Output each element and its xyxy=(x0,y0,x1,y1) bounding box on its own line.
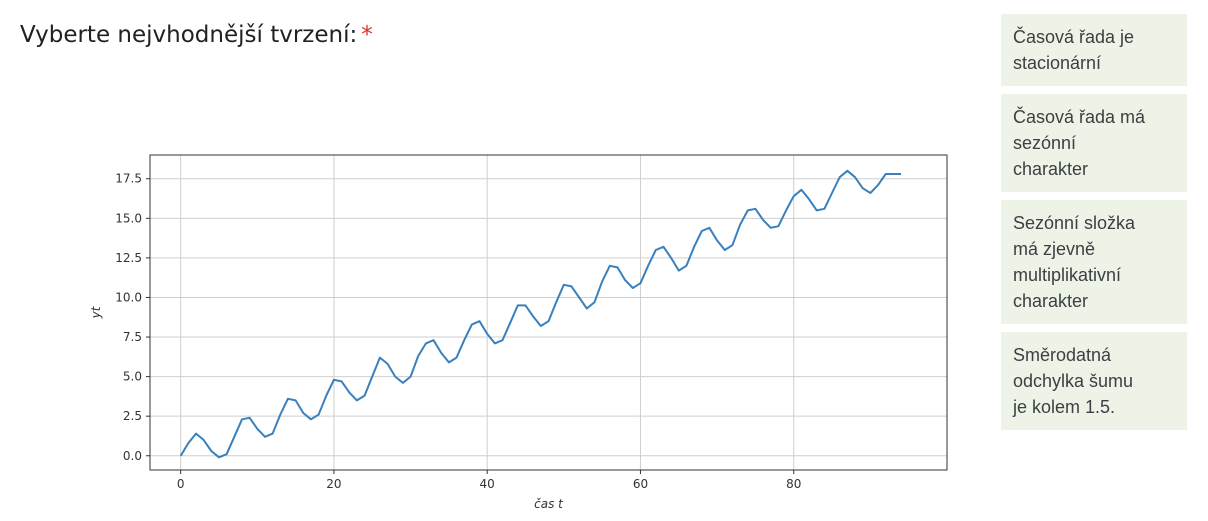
answer-options: Časová řada je stacionární Časová řada m… xyxy=(1001,14,1187,430)
x-tick-label: 80 xyxy=(786,477,801,491)
y-axis-label: yt xyxy=(89,305,103,319)
y-tick-label: 10.0 xyxy=(115,290,142,304)
option-multiplicative[interactable]: Sezónní složka má zjevně multiplikativní… xyxy=(1001,200,1187,324)
y-tick-label: 0.0 xyxy=(123,449,142,463)
y-tick-label: 5.0 xyxy=(123,370,142,384)
option-stationary[interactable]: Časová řada je stacionární xyxy=(1001,14,1187,86)
x-axis-label: čas t xyxy=(534,497,564,511)
plot-frame xyxy=(149,154,948,471)
question-title: Vyberte nejvhodnější tvrzení: * xyxy=(20,22,373,48)
y-tick-label: 17.5 xyxy=(115,172,142,186)
chart-grid xyxy=(150,155,947,470)
x-tick-label: 0 xyxy=(177,477,185,491)
y-tick-label: 12.5 xyxy=(115,251,142,265)
series-line xyxy=(179,169,901,459)
chart-series xyxy=(179,169,901,459)
x-tick-label: 40 xyxy=(480,477,495,491)
time-series-chart: 0 20 40 60 80 0.0 2.5 5.0 7.5 10.0 12.5 15.0 17.5 ča… xyxy=(89,154,948,511)
x-tick-label: 20 xyxy=(326,477,341,491)
y-tick-label: 15.0 xyxy=(115,211,142,225)
option-noise-std[interactable]: Směrodatná odchylka šumu je kolem 1.5. xyxy=(1001,332,1187,430)
question-text: Vyberte nejvhodnější tvrzení: xyxy=(20,22,358,48)
x-tick-label: 60 xyxy=(633,477,648,491)
required-asterisk: * xyxy=(361,22,373,48)
y-tick-label: 2.5 xyxy=(123,409,142,423)
option-seasonal[interactable]: Časová řada má sezónní charakter xyxy=(1001,94,1187,192)
y-tick-label: 7.5 xyxy=(123,330,142,344)
chart-ticks: 0 20 40 60 80 0.0 2.5 5.0 7.5 10.0 12.5 15.0 17.5 xyxy=(115,172,801,491)
